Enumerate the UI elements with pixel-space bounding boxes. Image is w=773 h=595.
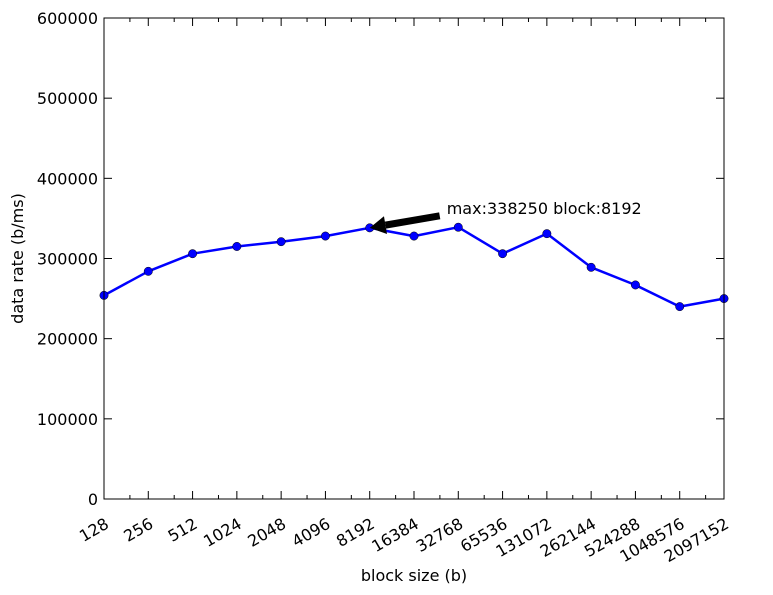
data-point bbox=[188, 249, 198, 259]
x-tick-label: 128 bbox=[76, 514, 112, 546]
annotation-layer: max:338250 block:8192 bbox=[369, 199, 642, 235]
x-tick-label: 2048 bbox=[244, 514, 289, 551]
x-tick-label: 4096 bbox=[289, 514, 334, 551]
y-axis-label: data rate (b/ms) bbox=[8, 193, 27, 324]
data-point bbox=[586, 262, 596, 272]
data-point bbox=[320, 231, 330, 241]
data-point bbox=[675, 302, 685, 312]
y-tick-label: 200000 bbox=[37, 330, 98, 349]
y-tick-label: 0 bbox=[88, 490, 98, 509]
y-tick-label: 300000 bbox=[37, 250, 98, 269]
annotation-arrow-shaft bbox=[384, 212, 441, 229]
data-point bbox=[453, 222, 463, 232]
y-axis-ticks: 0 100000 200000 300000 400000 500000 600000 bbox=[37, 9, 724, 509]
y-tick-label: 400000 bbox=[37, 169, 98, 188]
x-tick-label: 1024 bbox=[200, 514, 245, 551]
annotation-text: max:338250 block:8192 bbox=[447, 199, 642, 218]
y-tick-label: 500000 bbox=[37, 89, 98, 108]
annotation-arrow-head bbox=[369, 216, 388, 235]
data-point bbox=[542, 229, 552, 239]
x-axis-label: block size (b) bbox=[361, 566, 467, 585]
data-point bbox=[143, 266, 153, 276]
data-point bbox=[232, 242, 242, 251]
data-point bbox=[630, 280, 640, 290]
data-point bbox=[498, 249, 508, 259]
y-tick-label: 600000 bbox=[37, 9, 98, 28]
x-tick-label: 512 bbox=[165, 514, 201, 546]
plot-background bbox=[104, 18, 724, 499]
y-tick-label: 100000 bbox=[37, 410, 98, 429]
x-tick-label: 32768 bbox=[413, 514, 467, 556]
x-tick-label: 256 bbox=[120, 514, 156, 546]
data-point bbox=[409, 231, 419, 241]
plot-frame bbox=[103, 17, 725, 500]
x-tick-label: 16384 bbox=[368, 514, 422, 556]
data-point bbox=[276, 237, 286, 247]
